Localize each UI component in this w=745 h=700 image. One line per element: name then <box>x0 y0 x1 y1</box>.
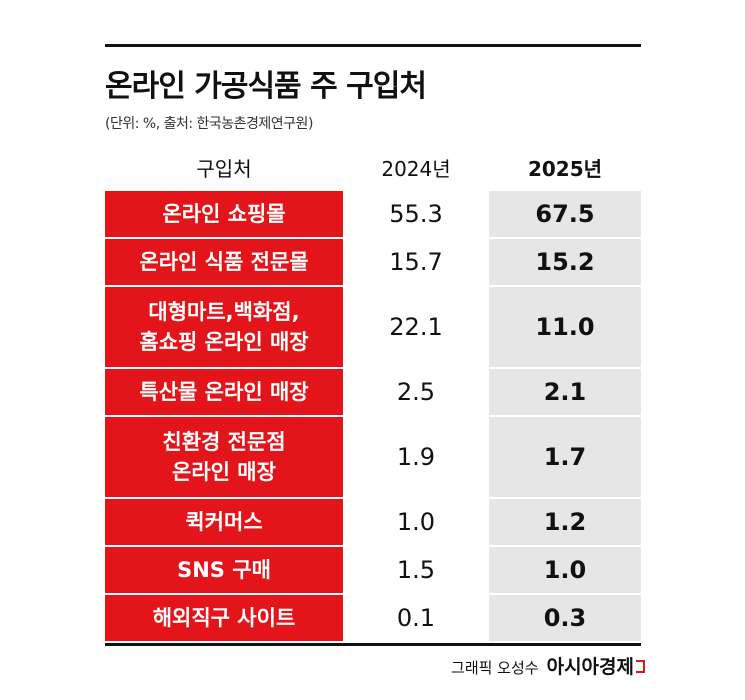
bottom-rule <box>105 643 641 646</box>
label-cell: 해외직구 사이트 <box>105 595 343 641</box>
label-cell: 온라인 식품 전문몰 <box>105 239 343 285</box>
header-row: 구입처 2024년 2025년 <box>105 145 641 189</box>
value-2024: 1.9 <box>396 443 436 471</box>
value-2024: 0.1 <box>396 604 436 632</box>
table-row: 특산물 온라인 매장 2.5 2.1 <box>105 369 641 415</box>
table-row: 퀵커머스 1.0 1.2 <box>105 499 641 545</box>
value-2025: 11.0 <box>489 287 641 367</box>
label-line: 온라인 쇼핑몰 <box>162 202 286 226</box>
label-line: 대형마트,백화점, <box>148 300 300 324</box>
value-2024: 2.5 <box>396 378 436 406</box>
value-2025: 2.1 <box>489 369 641 415</box>
value-2025: 0.3 <box>489 595 641 641</box>
label-cell: 대형마트,백화점, 홈쇼핑 온라인 매장 <box>105 287 343 367</box>
label-line: 특산물 온라인 매장 <box>139 380 309 404</box>
value-2024: 1.5 <box>396 556 436 584</box>
brand-text: 아시아경제 <box>546 656 634 678</box>
table-row: SNS 구매 1.5 1.0 <box>105 547 641 593</box>
credit: 그래픽 오성수 <box>451 659 539 677</box>
label-line: 온라인 식품 전문몰 <box>139 250 309 274</box>
value-2025: 1.0 <box>489 547 641 593</box>
table-row: 온라인 식품 전문몰 15.7 15.2 <box>105 239 641 285</box>
value-2024: 22.1 <box>389 313 443 341</box>
table-row: 해외직구 사이트 0.1 0.3 <box>105 595 641 641</box>
value-2025: 67.5 <box>489 191 641 237</box>
infographic: 온라인 가공식품 주 구입처 (단위: %, 출처: 한국농촌경제연구원) 구입… <box>105 44 641 646</box>
header-cell: 구입처 <box>196 156 252 181</box>
label-line: 친환경 전문점 <box>162 430 286 454</box>
value-2024: 15.7 <box>389 248 443 276</box>
value-2024: 55.3 <box>389 200 443 228</box>
label-cell: 온라인 쇼핑몰 <box>105 191 343 237</box>
top-rule <box>105 44 641 47</box>
label-cell: 퀵커머스 <box>105 499 343 545</box>
label-line: SNS 구매 <box>177 558 271 582</box>
table-row: 대형마트,백화점, 홈쇼핑 온라인 매장 22.1 11.0 <box>105 287 641 367</box>
label-line: 해외직구 사이트 <box>152 606 296 630</box>
label-line: 홈쇼핑 온라인 매장 <box>139 330 309 354</box>
subtitle: (단위: %, 출처: 한국농촌경제연구원) <box>105 116 313 132</box>
value-2025: 1.2 <box>489 499 641 545</box>
label-cell: SNS 구매 <box>105 547 343 593</box>
value-2025: 15.2 <box>489 239 641 285</box>
header-cell: 2024년 <box>381 156 451 181</box>
title: 온라인 가공식품 주 구입처 <box>105 69 427 104</box>
label-line: 온라인 매장 <box>172 460 276 484</box>
value-2024: 1.0 <box>396 508 436 536</box>
value-2025: 1.7 <box>489 417 641 497</box>
table-row: 온라인 쇼핑몰 55.3 67.5 <box>105 191 641 237</box>
label-line: 퀵커머스 <box>185 510 263 534</box>
footer: 그래픽 오성수 아시아경제 <box>451 652 645 679</box>
brand-mark <box>636 660 645 673</box>
brand: 아시아경제 <box>547 652 645 679</box>
header-cell: 2025년 <box>527 156 603 181</box>
label-cell: 특산물 온라인 매장 <box>105 369 343 415</box>
